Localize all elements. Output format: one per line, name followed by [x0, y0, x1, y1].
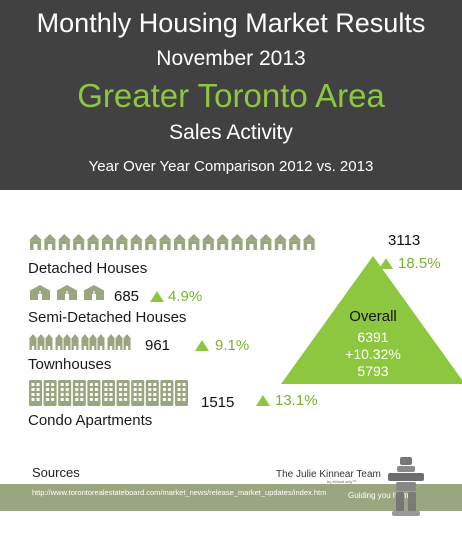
condo-building-icon [116, 380, 130, 406]
detached-house-icon [245, 234, 258, 250]
condo-building-icon [145, 380, 159, 406]
up-arrow-icon [150, 291, 164, 302]
condo-building-icon [72, 380, 86, 406]
condo-building-icon [43, 380, 57, 406]
detached-house-icon [57, 234, 71, 250]
detached-house-icon [216, 234, 230, 250]
up-arrow-icon [256, 395, 270, 406]
detached-house-icon [173, 234, 186, 250]
detached-house-icon [273, 234, 287, 250]
semi-detached-value: 685 [114, 288, 140, 305]
semi-detached-icon [56, 285, 78, 300]
overall-label: Overall [349, 308, 397, 325]
detached-label: Detached Houses [28, 260, 148, 277]
semi-detached-icon [83, 285, 105, 300]
condo-building-icon [160, 380, 174, 406]
semi-detached-icon [29, 285, 51, 300]
overall-value-2012: 5793 [357, 363, 389, 379]
detached-house-icon [288, 234, 302, 250]
up-arrow-icon [195, 340, 209, 351]
detached-house-icon [201, 234, 215, 250]
townhouse-icon [55, 334, 79, 350]
comparison-caption: Year Over Year Comparison 2012 vs. 2013 [88, 158, 374, 175]
overall-triangle [281, 256, 462, 384]
detached-house-icon [115, 234, 129, 250]
townhouses-change: 9.1% [215, 337, 250, 354]
townhouses-label: Townhouses [28, 356, 112, 373]
source-link[interactable]: http://www.torontorealestateboard.com/ma… [32, 488, 327, 497]
detached-value: 3113 [388, 232, 421, 249]
inukshuk-logo-icon [388, 457, 424, 516]
condo-building-icon [102, 380, 115, 406]
condo-building-icon [87, 380, 101, 406]
area-title: Greater Toronto Area [77, 77, 385, 114]
condo-building-icon [175, 380, 188, 406]
condo-building-icon [131, 380, 145, 406]
townhouse-icon [107, 334, 131, 350]
detached-house-icon [29, 234, 42, 250]
townhouse-icon [29, 334, 53, 350]
detached-house-icon [129, 234, 143, 250]
detached-house-icon [86, 234, 100, 250]
condo-label: Condo Apartments [28, 412, 153, 429]
brand-subline: by ethical only™ [327, 479, 357, 484]
detached-house-icon [72, 234, 86, 250]
overall-change: +10.32% [345, 346, 401, 362]
header-banner: Monthly Housing Market Results November … [0, 0, 462, 190]
detached-house-icon [187, 234, 201, 250]
detached-house-icon [158, 234, 172, 250]
detached-house-icon [43, 234, 57, 250]
condo-change: 13.1% [275, 392, 318, 409]
condo-building-icon [58, 380, 72, 406]
brand-name: The Julie Kinnear Team [276, 469, 381, 480]
detached-house-icon [144, 234, 158, 250]
semi-detached-change: 4.9% [168, 288, 203, 305]
overall-value-2013: 6391 [357, 329, 389, 345]
brand-tagline: Guiding you home [348, 491, 413, 500]
sources-label: Sources [32, 465, 80, 480]
page-title: Monthly Housing Market Results [36, 8, 426, 38]
townhouses-value: 961 [145, 337, 171, 354]
detached-house-icon [259, 234, 273, 250]
townhouse-icon [81, 334, 105, 350]
detached-house-icon [302, 234, 316, 250]
detached-house-icon [101, 234, 114, 250]
detached-house-icon [230, 234, 244, 250]
semi-detached-label: Semi-Detached Houses [28, 309, 187, 326]
condo-value: 1515 [201, 394, 235, 411]
condo-building-icon [29, 380, 42, 406]
footer-bar [0, 484, 462, 511]
section-subtitle: Sales Activity [169, 121, 293, 144]
report-month: November 2013 [156, 47, 306, 70]
